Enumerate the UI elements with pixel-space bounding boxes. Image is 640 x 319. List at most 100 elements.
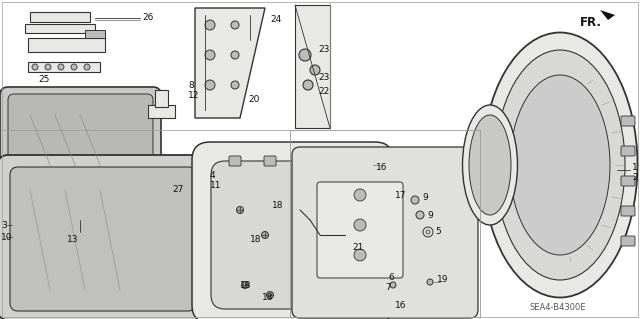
Circle shape [241, 281, 248, 288]
Text: 13: 13 [67, 235, 79, 244]
Ellipse shape [495, 50, 625, 280]
Text: 18: 18 [272, 201, 284, 210]
Text: 24: 24 [270, 16, 281, 25]
FancyBboxPatch shape [621, 206, 635, 216]
Text: 23: 23 [318, 73, 330, 83]
FancyBboxPatch shape [264, 156, 276, 166]
FancyBboxPatch shape [211, 161, 372, 309]
Circle shape [32, 64, 38, 70]
Polygon shape [25, 24, 95, 33]
FancyBboxPatch shape [621, 146, 635, 156]
Circle shape [84, 64, 90, 70]
Text: 12: 12 [188, 91, 200, 100]
FancyBboxPatch shape [334, 156, 346, 166]
Ellipse shape [463, 105, 518, 225]
Circle shape [390, 282, 396, 288]
Circle shape [310, 65, 320, 75]
Polygon shape [28, 62, 100, 72]
Polygon shape [30, 12, 90, 22]
Polygon shape [85, 30, 105, 38]
Text: 4: 4 [210, 170, 216, 180]
Circle shape [231, 81, 239, 89]
Circle shape [58, 64, 64, 70]
Text: 18: 18 [240, 280, 252, 290]
Text: 9: 9 [422, 194, 428, 203]
FancyBboxPatch shape [388, 230, 424, 254]
Text: 10: 10 [1, 233, 13, 241]
Polygon shape [155, 90, 168, 107]
FancyBboxPatch shape [344, 219, 378, 246]
Circle shape [425, 235, 439, 249]
FancyBboxPatch shape [0, 155, 208, 319]
Circle shape [299, 49, 311, 61]
Text: 20: 20 [248, 95, 259, 105]
Circle shape [427, 279, 433, 285]
FancyBboxPatch shape [192, 142, 393, 319]
Text: 16: 16 [376, 162, 387, 172]
Text: 21: 21 [352, 243, 364, 253]
FancyBboxPatch shape [229, 156, 241, 166]
Text: 9: 9 [427, 211, 433, 219]
Circle shape [205, 50, 215, 60]
Ellipse shape [469, 115, 511, 215]
Text: SEA4-B4300E: SEA4-B4300E [530, 303, 586, 313]
Ellipse shape [510, 75, 610, 255]
Circle shape [303, 80, 313, 90]
Circle shape [423, 227, 433, 237]
Polygon shape [600, 10, 615, 20]
FancyBboxPatch shape [621, 116, 635, 126]
Circle shape [416, 211, 424, 219]
FancyBboxPatch shape [388, 200, 424, 224]
Text: 18: 18 [250, 235, 262, 244]
FancyBboxPatch shape [317, 182, 403, 278]
Text: 8: 8 [188, 80, 194, 90]
Circle shape [354, 219, 366, 231]
Text: 26: 26 [142, 13, 154, 23]
FancyBboxPatch shape [292, 147, 478, 318]
Circle shape [354, 249, 366, 261]
Circle shape [369, 157, 376, 164]
Circle shape [71, 64, 77, 70]
Circle shape [45, 64, 51, 70]
Text: 2: 2 [632, 174, 637, 182]
FancyBboxPatch shape [8, 94, 153, 176]
Circle shape [425, 205, 439, 219]
Text: 11: 11 [210, 181, 221, 189]
Text: 27: 27 [172, 186, 184, 195]
Circle shape [161, 186, 169, 194]
Text: 16: 16 [395, 300, 406, 309]
FancyBboxPatch shape [388, 260, 424, 284]
FancyBboxPatch shape [10, 167, 196, 311]
Text: 25: 25 [38, 76, 49, 85]
Circle shape [205, 80, 215, 90]
Ellipse shape [483, 33, 637, 298]
Circle shape [354, 189, 366, 201]
Text: 18: 18 [262, 293, 273, 302]
Circle shape [231, 51, 239, 59]
Polygon shape [195, 8, 265, 118]
FancyBboxPatch shape [621, 236, 635, 246]
Circle shape [426, 230, 430, 234]
Polygon shape [295, 5, 330, 128]
Text: 5: 5 [435, 227, 441, 236]
Text: 1: 1 [632, 162, 637, 172]
Text: 22: 22 [318, 87, 329, 97]
Text: 7: 7 [385, 284, 391, 293]
FancyBboxPatch shape [380, 162, 476, 293]
Circle shape [425, 265, 439, 279]
Text: 6: 6 [388, 273, 394, 283]
Circle shape [266, 292, 273, 299]
FancyBboxPatch shape [299, 156, 311, 166]
Text: 3: 3 [1, 220, 7, 229]
Circle shape [231, 21, 239, 29]
Text: 23: 23 [318, 46, 330, 55]
Circle shape [237, 206, 243, 213]
Circle shape [205, 20, 215, 30]
FancyBboxPatch shape [621, 176, 635, 186]
FancyBboxPatch shape [0, 87, 161, 183]
Polygon shape [148, 105, 175, 118]
Text: FR.: FR. [580, 16, 602, 28]
Circle shape [411, 196, 419, 204]
Circle shape [262, 232, 269, 239]
Text: 17: 17 [395, 190, 406, 199]
